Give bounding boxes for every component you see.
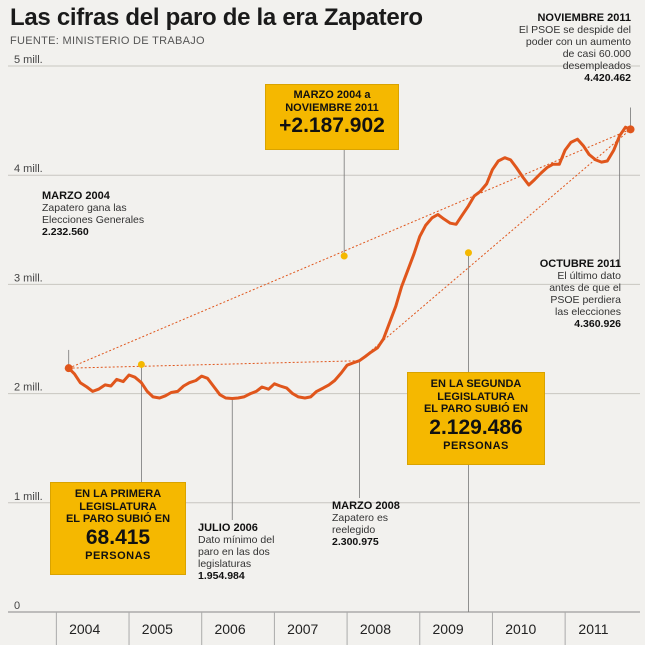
box-value: 2.129.486: [429, 415, 523, 439]
annotation-text: El PSOE se despide del: [518, 24, 631, 36]
y-tick-label: 0: [14, 600, 20, 612]
annotation-value: 1.954.984: [198, 570, 245, 582]
box-line: EN LA SEGUNDA: [430, 378, 522, 390]
x-tick-label: 2008: [360, 621, 391, 637]
annotation-head: MARZO 2004: [42, 190, 110, 202]
grid-lines: [8, 65, 640, 613]
y-tick-label: 4 mill.: [14, 163, 43, 175]
annotation-text: reelegido: [332, 524, 376, 536]
trend-marker: [464, 249, 472, 257]
series-end-point: [626, 125, 635, 134]
trend-marker: [137, 360, 145, 368]
annotation-value: 2.300.975: [332, 536, 379, 548]
box-line: LEGISLATURA: [437, 390, 515, 403]
y-tick-label: 5 mill.: [14, 54, 43, 66]
box-line: EL PARO SUBIÓ EN: [423, 403, 529, 415]
annotation-head: NOVIEMBRE 2011: [537, 12, 631, 24]
x-tick-label: 2010: [505, 621, 536, 637]
annotation-marzo-2004: MARZO 2004 Zapatero gana las Elecciones …: [42, 190, 144, 238]
annotation-text: Zapatero gana las: [42, 202, 127, 214]
trend-line: [359, 128, 631, 362]
annotation-noviembre-2011: NOVIEMBRE 2011 El PSOE se despide del po…: [519, 12, 631, 84]
annotation-text: poder con un aumento: [525, 36, 631, 48]
x-tick-label: 2011: [578, 621, 608, 637]
markers: [137, 249, 472, 368]
box-line: LEGISLATURA: [79, 500, 157, 513]
x-tick-label: 2005: [142, 621, 173, 637]
annotation-text: antes de que el: [549, 282, 621, 294]
box-total-change: MARZO 2004 a NOVIEMBRE 2011 +2.187.902: [265, 84, 399, 150]
box-value: 68.415: [85, 525, 151, 549]
y-tick-label: 3 mill.: [14, 272, 43, 284]
box-line: MARZO 2004 a: [293, 89, 371, 101]
box-line: EL PARO SUBIÓ EN: [65, 513, 171, 525]
x-tick-label: 2009: [433, 621, 464, 637]
trend-marker: [340, 252, 348, 260]
annotation-value: 4.420.462: [584, 72, 631, 84]
annotation-head: MARZO 2008: [332, 500, 400, 512]
y-tick-label: 1 mill.: [14, 491, 43, 503]
annotation-text: El último dato: [557, 270, 621, 282]
series-line-path: [67, 125, 632, 400]
annotation-value: 4.360.926: [574, 318, 621, 330]
annotation-head: JULIO 2006: [198, 522, 258, 534]
chart-title: Las cifras del paro de la era Zapatero: [10, 4, 423, 31]
annotation-text: Elecciones Generales: [42, 214, 145, 226]
x-tick-label: 2007: [287, 621, 318, 637]
x-tick-label: 2006: [214, 621, 245, 637]
box-line: EN LA PRIMERA: [74, 488, 162, 500]
box-unit: PERSONAS: [443, 439, 509, 452]
annotation-text: las elecciones: [555, 306, 621, 318]
annotation-text: de casi 60.000: [562, 48, 631, 60]
trend-line: [68, 128, 631, 369]
box-line: NOVIEMBRE 2011: [285, 101, 379, 114]
annotation-text: legislaturas: [198, 558, 252, 570]
trend-lines: [68, 128, 631, 369]
y-tick-labels: 0 1 mill. 2 mill. 3 mill. 4 mill. 5 mill.: [14, 54, 43, 612]
series-start-point: [64, 364, 73, 373]
box-primera-legislatura: EN LA PRIMERA LEGISLATURA EL PARO SUBIÓ …: [50, 482, 186, 575]
box-segunda-legislatura: EN LA SEGUNDA LEGISLATURA EL PARO SUBIÓ …: [407, 372, 545, 465]
annotation-head: OCTUBRE 2011: [539, 258, 621, 270]
chart-source: FUENTE: MINISTERIO DE TRABAJO: [10, 35, 205, 47]
trend-line: [68, 360, 360, 369]
annotation-octubre-2011: OCTUBRE 2011 El último dato antes de que…: [540, 258, 621, 330]
series-line: [64, 125, 635, 400]
box-unit: PERSONAS: [85, 549, 151, 562]
x-tick-labels: 2004 2005 2006 2007 2008 2009 2010 2011: [69, 621, 609, 637]
annotation-marzo-2008: MARZO 2008 Zapatero es reelegido 2.300.9…: [332, 500, 400, 548]
annotation-text: PSOE perdiera: [550, 294, 621, 306]
annotation-value: 2.232.560: [42, 226, 89, 238]
annotation-text: Dato mínimo del: [198, 534, 275, 546]
annotation-text: desempleados: [562, 60, 631, 72]
box-value: +2.187.902: [279, 114, 385, 137]
annotation-text: Zapatero es: [332, 512, 389, 524]
annotation-text: paro en las dos: [198, 546, 270, 558]
x-tick-label: 2004: [69, 621, 100, 637]
y-tick-label: 2 mill.: [14, 382, 43, 394]
annotation-julio-2006: JULIO 2006 Dato mínimo del paro en las d…: [198, 522, 274, 582]
year-separators: [55, 612, 566, 645]
